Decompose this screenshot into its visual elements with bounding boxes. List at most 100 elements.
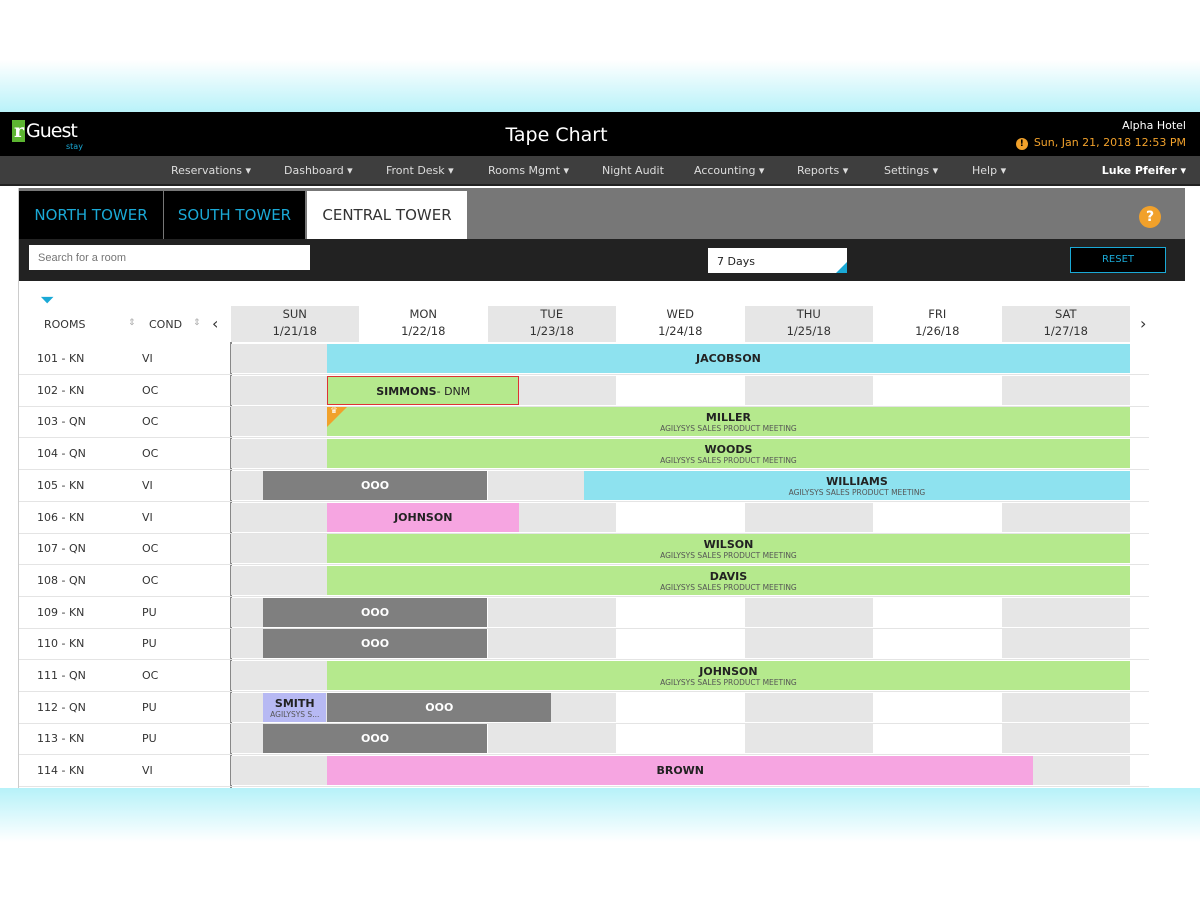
room-number[interactable]: 107 - QN [37,542,86,556]
reservation-bar[interactable]: DAVIS AGILYSYS SALES PRODUCT MEETING [327,565,1130,595]
prev-week-button[interactable]: ‹ [212,314,219,333]
room-row: 107 - QN OC WILSON AGILYSYS SALES PRODUCT M… [19,533,1149,566]
sort-icon[interactable]: ⇕ [193,318,201,328]
nav-item[interactable]: Front Desk ▾ [386,164,454,177]
room-condition: VI [142,764,153,778]
room-number[interactable]: 104 - QN [37,447,86,461]
reservation-bar[interactable]: OOO [263,470,487,500]
reservation-bar[interactable]: WILSON AGILYSYS SALES PRODUCT MEETING [327,534,1130,564]
tab-central-tower[interactable]: CENTRAL TOWER [307,191,467,239]
reset-button[interactable]: RESET [1070,247,1166,273]
tab-south-tower[interactable]: SOUTH TOWER [164,191,305,239]
day-cell[interactable] [1002,724,1130,754]
tab-north-tower[interactable]: NORTH TOWER [19,191,163,239]
day-cell[interactable] [1002,502,1130,532]
day-cell[interactable] [488,597,616,627]
day-cell[interactable] [1002,375,1130,405]
guest-name: SIMMONS [376,384,437,398]
rooms-column-header[interactable]: ROOMS [44,318,86,331]
reservation-bar[interactable]: SIMMONS- DNM [327,375,520,405]
day-cell[interactable] [1002,597,1130,627]
room-row: 106 - KN VI JOHNSON [19,502,1149,534]
day-cell[interactable] [873,502,1001,532]
reservation-bar[interactable]: JACOBSON [327,344,1130,373]
room-number[interactable]: 105 - KN [37,478,85,492]
room-number[interactable]: 108 - QN [37,573,86,587]
guest-name: WILLIAMS [826,474,888,488]
group-name: AGILYSYS SALES PRODUCT MEETING [660,425,797,433]
room-number[interactable]: 101 - KN [37,352,85,365]
reservation-bar[interactable]: SMITH AGILYSYS S... [263,692,327,722]
vip-crown-icon: ♛ [327,407,348,428]
sort-icon[interactable]: ⇕ [128,318,136,328]
day-cell[interactable] [873,692,1001,722]
room-number[interactable]: 110 - KN [37,637,85,651]
reservation-bar[interactable]: OOO [263,629,487,659]
day-cell[interactable] [745,629,873,659]
nav-item[interactable]: Accounting ▾ [694,164,765,177]
room-row: 112 - QN PU SMITH AGILYSYS S... OOO [19,692,1149,724]
cond-column-header[interactable]: COND [149,318,183,331]
day-cell[interactable] [745,375,873,405]
reservation-bar[interactable]: OOO [327,692,552,722]
reservation-bar[interactable]: OOO [263,724,487,754]
day-cell[interactable] [873,629,1001,659]
app-window: r Guest stay Tape Chart Alpha Hotel ! Sun, … [0,112,1200,788]
room-condition: OC [142,669,159,682]
reservation-bar[interactable]: OOO [263,597,487,627]
guest-name: SMITH [274,696,315,710]
nav-item[interactable]: Dashboard ▾ [284,164,353,177]
day-cell[interactable] [745,502,873,532]
room-number[interactable]: 103 - QN [37,415,86,429]
filter-add-icon[interactable]: ⏷ [40,290,55,311]
guest-name: JOHNSON [699,665,758,678]
day-cell[interactable] [1002,692,1130,722]
guest-name: MILLER [705,411,751,425]
guest-name: OOO [361,605,390,619]
nav-item[interactable]: Reports ▾ [797,164,849,177]
room-number[interactable]: 113 - KN [37,732,85,746]
day-cell[interactable] [488,629,616,659]
date-range-select[interactable]: 7 Days [708,248,847,273]
day-cell[interactable] [745,597,873,627]
room-number[interactable]: 112 - QN [37,700,86,714]
room-number[interactable]: 114 - KN [37,764,85,778]
room-search-input[interactable] [29,245,310,270]
day-cell[interactable] [873,597,1001,627]
top-bar: r Guest stay Tape Chart Alpha Hotel ! Sun, … [0,112,1200,156]
reservation-bar[interactable]: BROWN [327,756,1034,786]
day-name: TUE [540,307,564,321]
room-number[interactable]: 102 - KN [37,383,85,397]
nav-item[interactable]: Reservations ▾ [171,164,252,177]
reservation-bar[interactable]: WOODS AGILYSYS SALES PRODUCT MEETING [327,439,1130,469]
nav-item[interactable]: Night Audit [602,164,664,177]
help-icon[interactable]: ? [1139,206,1161,228]
day-cell[interactable] [1002,629,1130,659]
day-cell[interactable] [616,724,744,754]
room-number[interactable]: 111 - QN [37,669,86,682]
day-cell[interactable] [745,724,873,754]
room-number[interactable]: 106 - KN [37,510,85,524]
day-header: THU 1/25/18 [745,306,873,342]
day-cell[interactable] [616,692,744,722]
reservation-bar[interactable]: JOHNSON [327,502,520,532]
day-cell[interactable] [873,375,1001,405]
reservation-bar[interactable]: JOHNSON AGILYSYS SALES PRODUCT MEETING [327,661,1130,690]
nav-item[interactable]: Help ▾ [972,164,1007,177]
nav-item[interactable]: Rooms Mgmt ▾ [488,164,570,177]
user-menu[interactable]: Luke Pfeifer ▾ [1101,164,1186,177]
day-cell[interactable] [616,502,744,532]
day-cell[interactable] [745,692,873,722]
day-cell[interactable] [873,724,1001,754]
next-week-button[interactable]: › [1140,314,1147,333]
day-cell[interactable] [616,629,744,659]
day-cell[interactable] [616,375,744,405]
day-date: 1/23/18 [529,324,574,338]
reservation-bar[interactable]: WILLIAMS AGILYSYS SALES PRODUCT MEETING [584,470,1130,500]
day-cell[interactable] [488,724,616,754]
reservation-bar[interactable]: MILLER AGILYSYS SALES PRODUCT MEETING ♛ [327,407,1130,437]
day-cell[interactable] [616,597,744,627]
nav-item[interactable]: Settings ▾ [884,164,939,177]
room-number[interactable]: 109 - KN [37,605,85,619]
